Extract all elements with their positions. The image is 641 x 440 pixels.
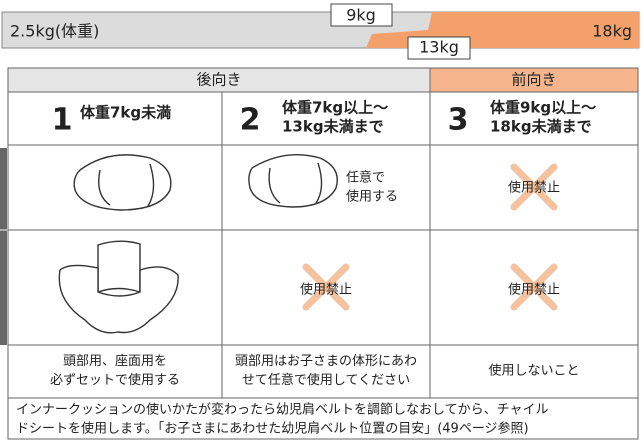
usage-note: 使用しないこと — [488, 363, 579, 379]
prohibited-mark — [510, 263, 558, 311]
optional-note: 任意で — [346, 170, 385, 186]
cell — [429, 344, 639, 399]
usage-note: 必ずセットで使用する — [50, 372, 180, 388]
usage-note: せて任意で使用してください — [242, 372, 410, 388]
seat-cushion-drawing — [58, 240, 179, 334]
marker-9: 9kg — [346, 6, 376, 25]
cell — [221, 344, 431, 399]
stage-label: 18kg未満まで — [490, 118, 592, 136]
head-cushion-drawing — [73, 154, 172, 211]
header-rear: 後向き — [196, 71, 241, 89]
prohibited-label: 使用禁止 — [508, 282, 560, 298]
stage-number: 2 — [240, 103, 261, 138]
cell — [7, 344, 223, 399]
prohibited-mark — [302, 263, 350, 311]
usage-note: 頭部用はお子さまの体形にあわ — [235, 354, 417, 369]
cell — [429, 229, 639, 346]
marker-box — [330, 3, 393, 27]
stage-label: 体重7kg以上～ — [282, 99, 388, 117]
usage-note: 頭部用、座面用を — [63, 354, 167, 369]
cell — [429, 91, 639, 146]
prohibited-label: 使用禁止 — [300, 282, 352, 298]
prohibited-label: 使用禁止 — [508, 180, 560, 196]
prohibited-mark — [510, 163, 558, 211]
stage-number: 1 — [52, 103, 73, 138]
marker-box — [407, 36, 471, 60]
stage-label: 体重9kg以上～ — [490, 99, 596, 117]
side-tab — [0, 148, 7, 345]
stage-number: 3 — [448, 103, 469, 138]
footnote: ドシートを使用します。「お子さまにあわせた幼児肩ベルト位置の目安」(49ページ参… — [16, 421, 529, 437]
marker-13: 13kg — [419, 38, 459, 57]
header-front: 前向き — [511, 71, 556, 89]
stage-label: 13kg未満まで — [282, 118, 384, 136]
stage-label: 体重7kg未満 — [80, 104, 171, 122]
footnote: インナークッションの使いかたが変わったら幼児肩ベルトを調節しなおしてから、チャイ… — [16, 402, 548, 418]
cell — [7, 91, 223, 146]
head-cushion-drawing — [248, 153, 338, 208]
scale-start: 2.5kg(体重) — [10, 22, 99, 41]
optional-note: 使用する — [346, 189, 398, 205]
scale-end: 18kg — [592, 22, 632, 41]
cell — [7, 397, 639, 440]
